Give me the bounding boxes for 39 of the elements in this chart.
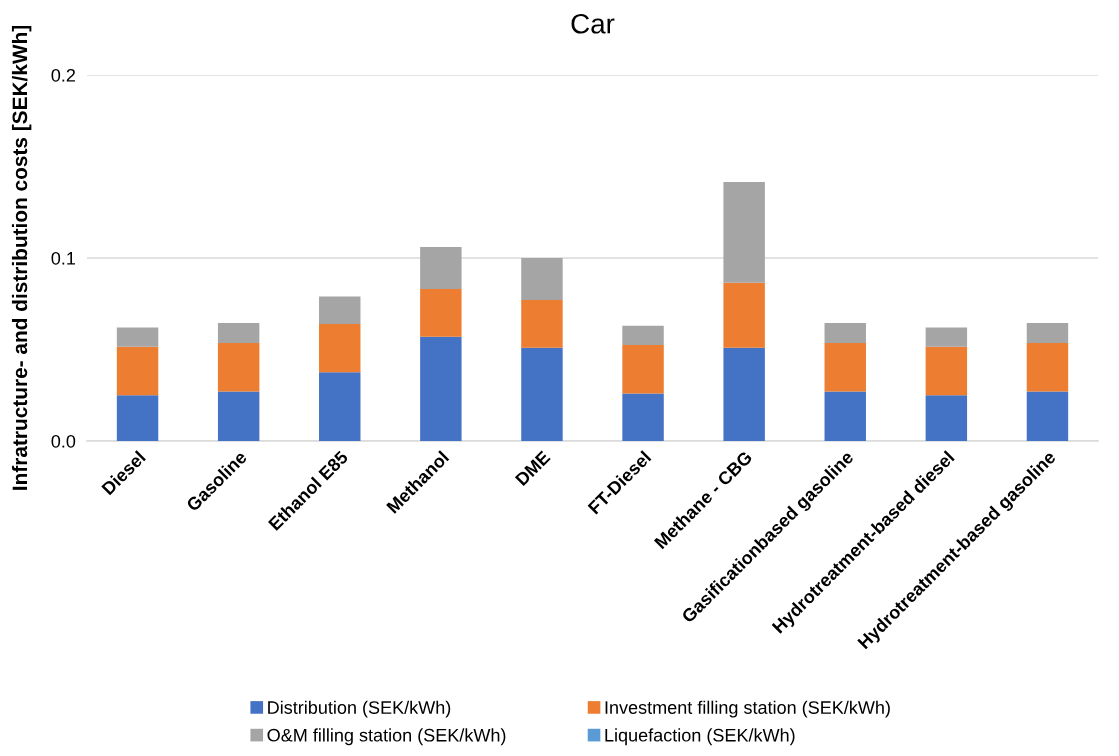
bar — [420, 247, 462, 290]
bar — [723, 282, 765, 348]
y-tick-label: 0.0 — [51, 434, 76, 448]
chart-title: Car — [571, 13, 615, 34]
bar — [925, 395, 968, 441]
bar — [824, 322, 866, 344]
bar — [622, 325, 664, 345]
y-tick-label: 0.2 — [51, 68, 75, 82]
legend-label: Liquefaction (SEK/kWh) — [605, 728, 795, 746]
bar — [217, 391, 260, 441]
bar — [521, 300, 563, 348]
bar — [723, 182, 765, 283]
bar — [925, 327, 968, 347]
bar — [116, 327, 159, 347]
bar — [420, 336, 462, 441]
bar — [1026, 322, 1069, 344]
legend-label: O&M filling station (SEK/kWh) — [267, 728, 506, 746]
bar — [116, 346, 159, 396]
bar — [319, 372, 361, 441]
bar — [622, 344, 664, 394]
y-tick-label: 0.1 — [51, 251, 76, 265]
bar — [521, 258, 563, 301]
bar — [622, 393, 664, 441]
bar — [319, 296, 361, 324]
bar — [1026, 343, 1069, 392]
bar — [824, 391, 866, 441]
bar — [723, 347, 765, 441]
bar — [925, 346, 968, 396]
bar — [521, 347, 563, 441]
bar — [217, 343, 260, 392]
bar — [217, 322, 260, 344]
y-axis-title: Infratructure- and distribution costs [SEK/kWh] — [11, 25, 32, 490]
legend-label: Investment filling station (SEK/kWh) — [605, 700, 890, 718]
bar — [824, 343, 866, 392]
bar — [1026, 391, 1069, 441]
bar — [319, 323, 361, 373]
legend-label: Distribution (SEK/kWh) — [268, 700, 451, 718]
bar — [116, 395, 159, 441]
bar — [420, 289, 462, 337]
